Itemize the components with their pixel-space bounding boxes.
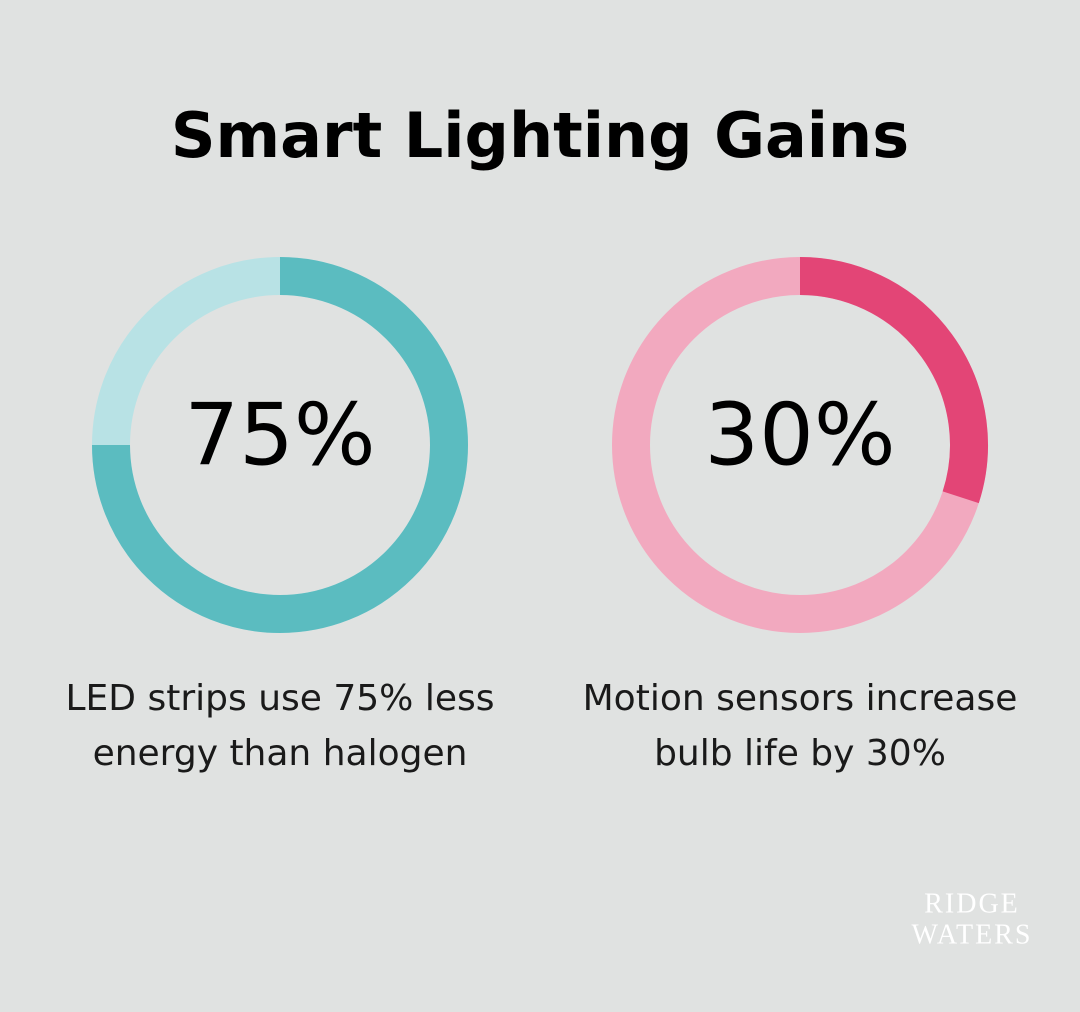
logo-line: WATERS [912, 919, 1033, 950]
caption-line: LED strips use 75% less [66, 678, 495, 719]
donut-segment [799, 257, 988, 504]
value-label: 75% [184, 385, 375, 485]
value-label: 30% [704, 385, 895, 485]
caption-line: energy than halogen [93, 733, 468, 774]
donut-segment [92, 257, 468, 633]
caption-line: Motion sensors increase [583, 678, 1018, 719]
caption-line: bulb life by 30% [654, 733, 946, 774]
logo-line: RIDGE [924, 888, 1020, 919]
title: Smart Lighting Gains [171, 99, 909, 172]
